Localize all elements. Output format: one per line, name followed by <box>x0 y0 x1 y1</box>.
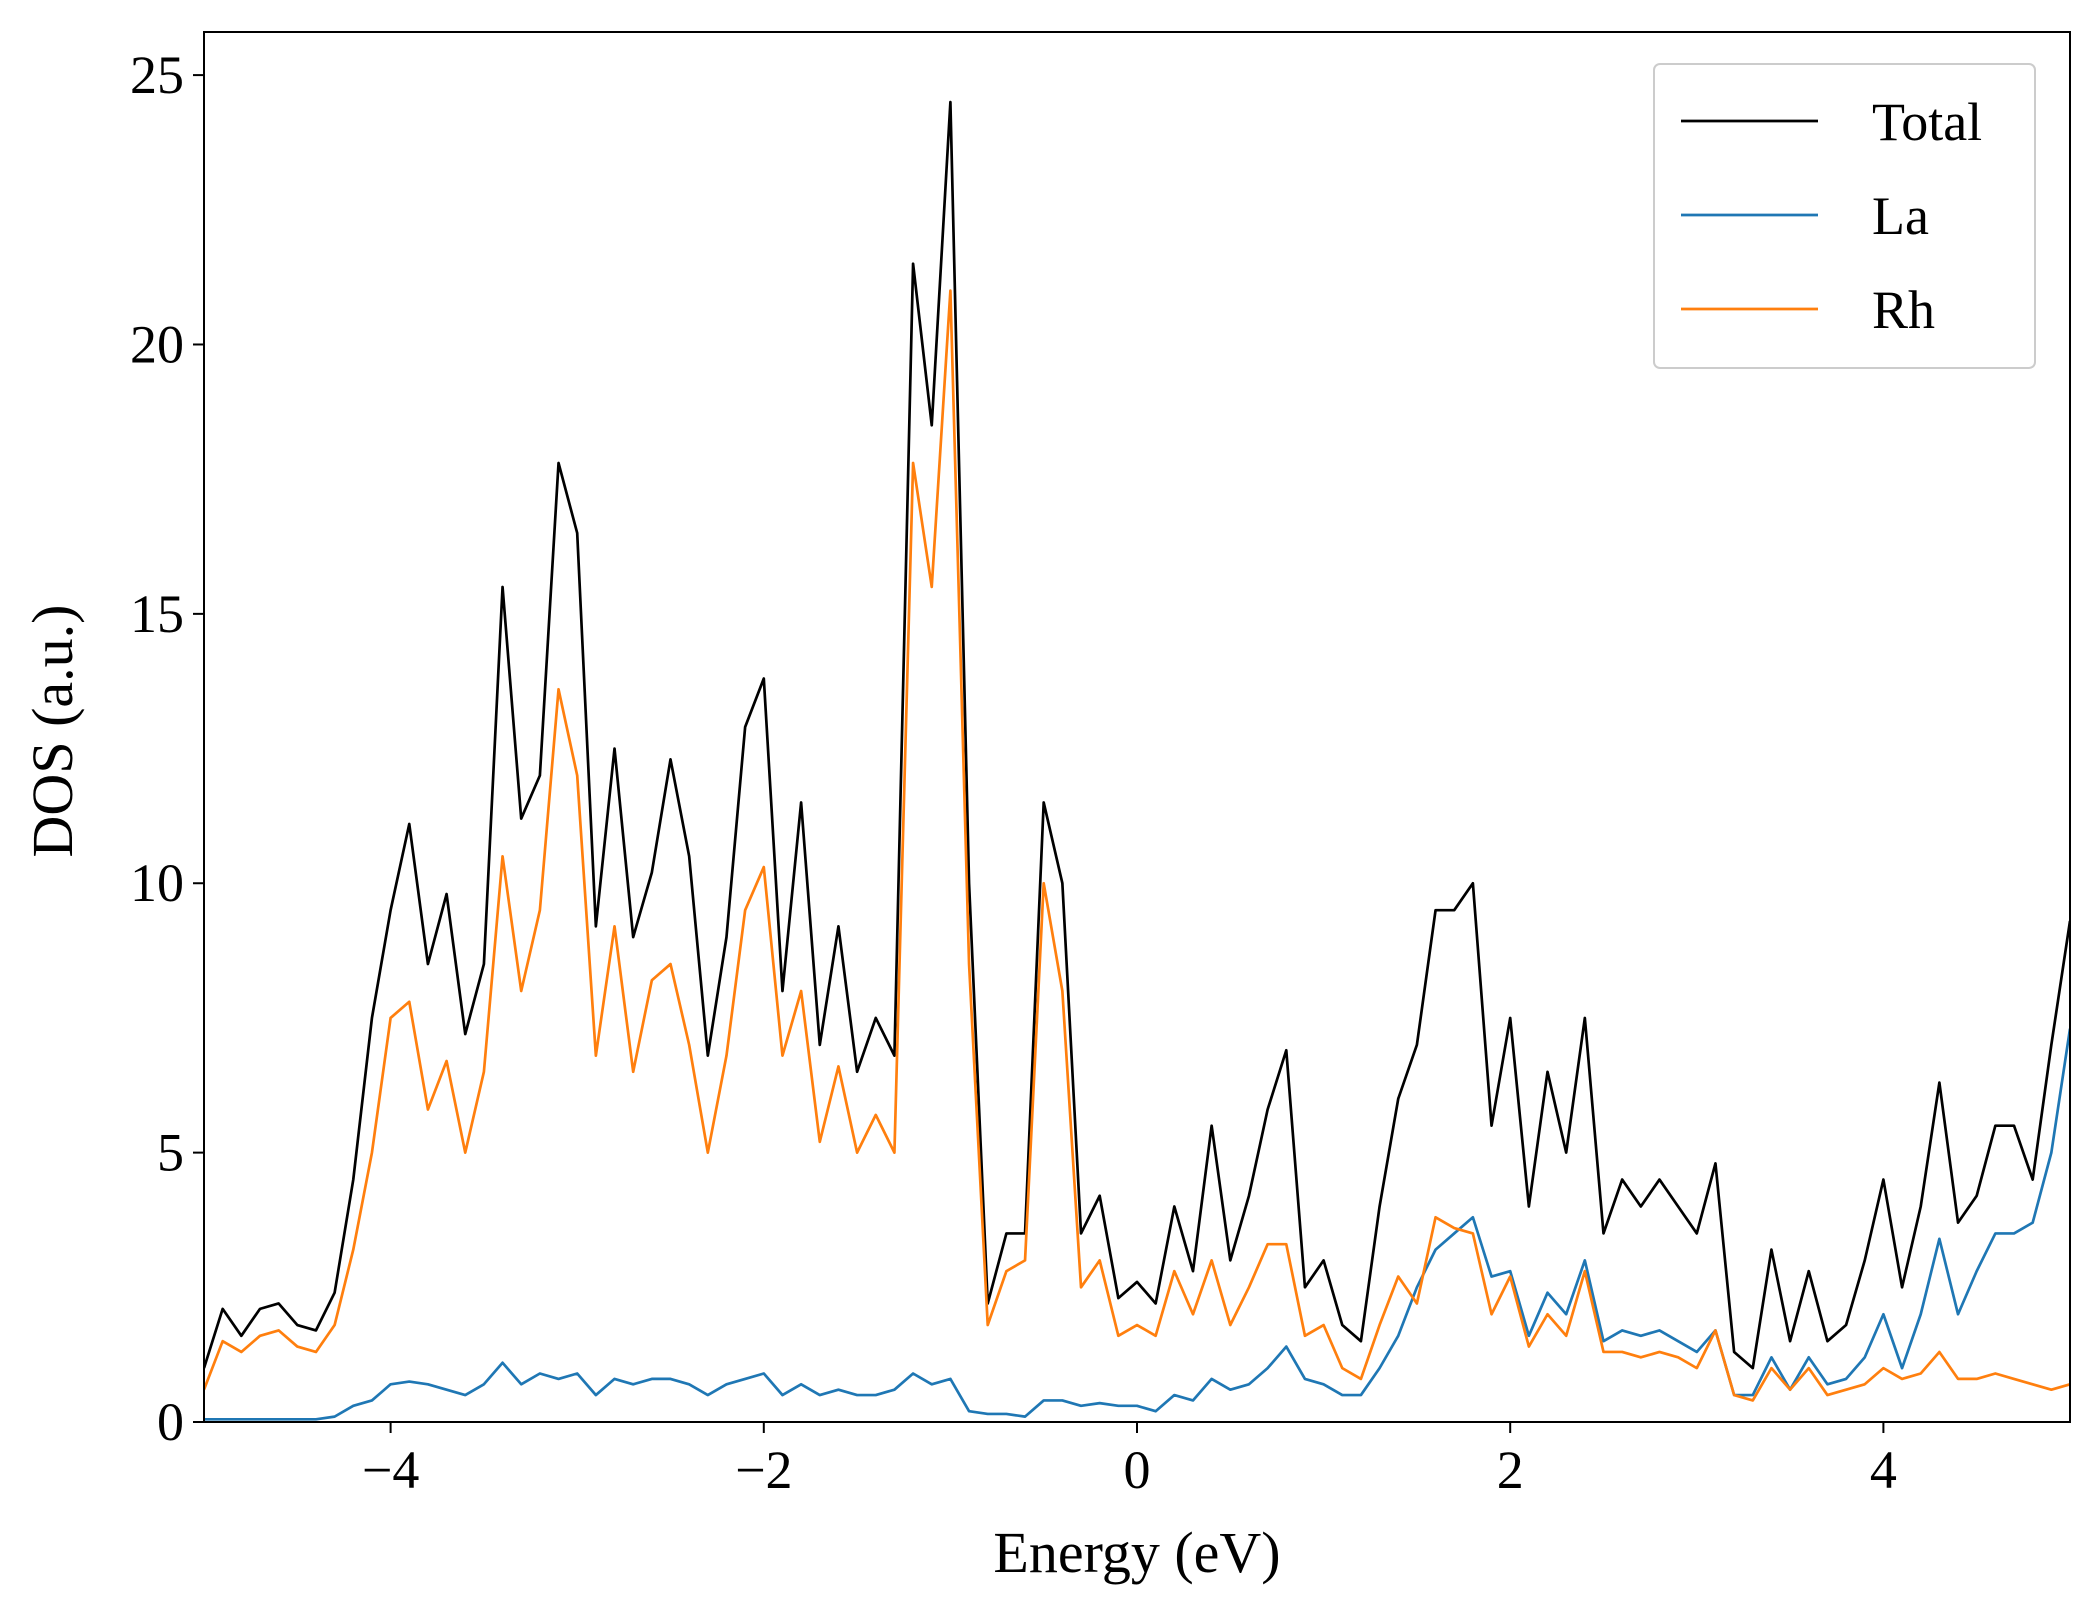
x-tick-label: 0 <box>1124 1440 1151 1500</box>
x-axis-label: Energy (eV) <box>993 1520 1280 1585</box>
legend-label: Total <box>1872 92 1982 152</box>
y-tick-label: 0 <box>157 1392 184 1452</box>
line-series <box>204 289 2070 1402</box>
y-tick-label: 25 <box>130 45 184 105</box>
x-tick-label: 2 <box>1497 1440 1524 1500</box>
y-tick-label: 5 <box>157 1123 184 1183</box>
y-tick-label: 10 <box>130 853 184 913</box>
plot-frame <box>203 31 2071 1423</box>
y-axis-label: DOS (a.u.) <box>20 605 85 858</box>
y-tick-label: 15 <box>130 584 184 644</box>
line-series <box>204 100 2070 1370</box>
x-tick-label: 4 <box>1870 1440 1897 1500</box>
line-series <box>204 1028 2070 1421</box>
x-tick-label: −4 <box>362 1440 419 1500</box>
legend-label: Rh <box>1872 280 1935 340</box>
legend-label: La <box>1872 186 1929 246</box>
x-tick-label: −2 <box>735 1440 792 1500</box>
y-tick-label: 20 <box>130 314 184 374</box>
legend-box <box>1653 63 2036 369</box>
